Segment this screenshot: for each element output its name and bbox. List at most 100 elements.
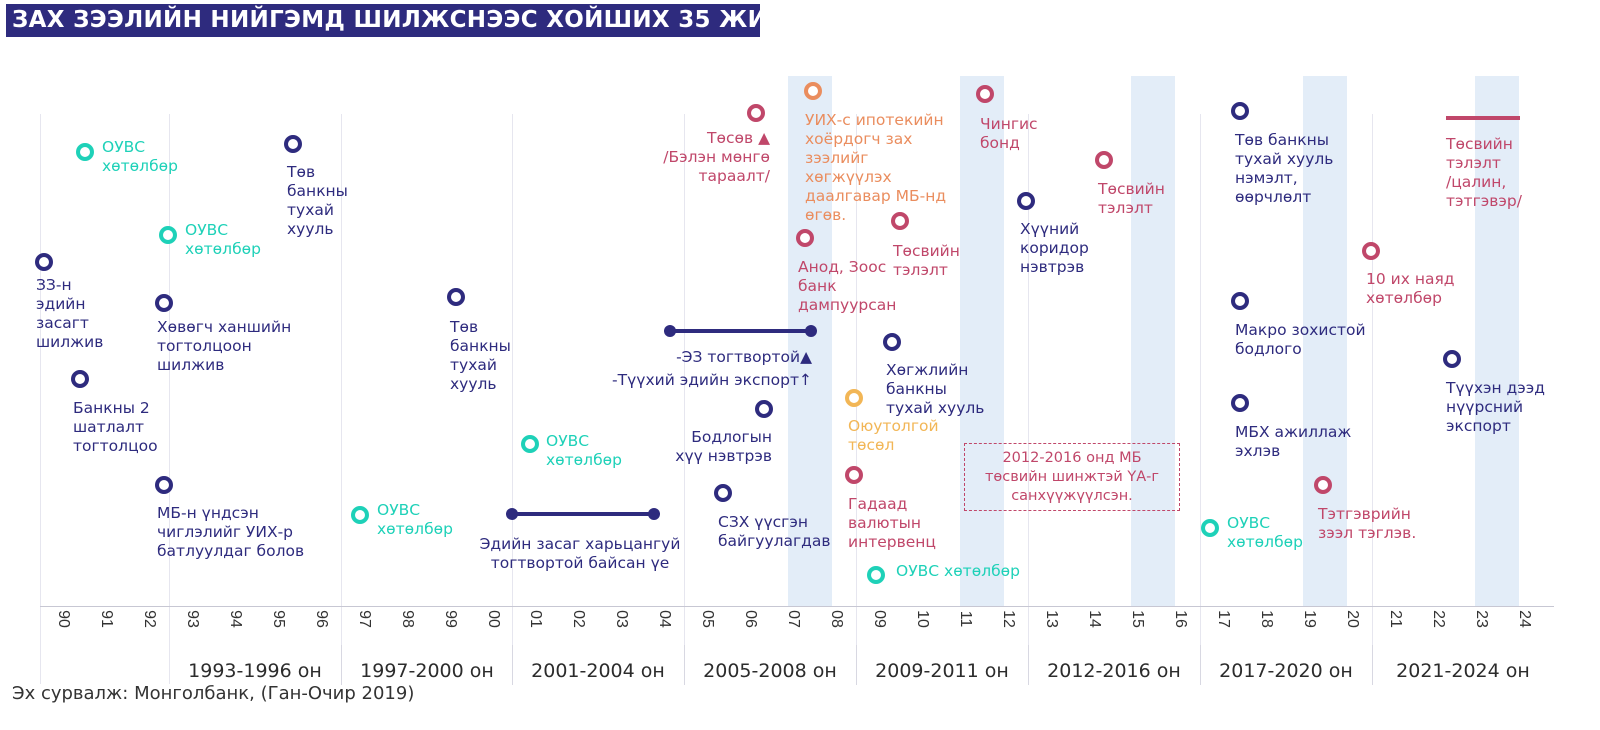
event-marker [521, 435, 539, 453]
event-marker [845, 466, 863, 484]
event-label: Хөвөгч ханшийн тогтолцоон шилжив [157, 318, 292, 374]
event-marker [867, 566, 885, 584]
event-marker [155, 294, 173, 312]
term-divider [341, 645, 342, 685]
event-marker [755, 400, 773, 418]
divider-line [512, 114, 513, 684]
source-note: Эх сурвалж: Монголбанк, (Ган-Очир 2019) [12, 683, 415, 704]
year-tick: 91 [98, 610, 115, 628]
term-label: 2001-2004 он [531, 660, 665, 682]
year-tick: 14 [1086, 610, 1103, 628]
event-label: Гадаад валютын интервенц [848, 495, 936, 551]
event-marker [1017, 192, 1035, 210]
term-divider [1028, 645, 1029, 685]
year-tick: 08 [828, 610, 845, 628]
highlight-band-2015 [1131, 76, 1175, 606]
event-label: ОУВС хөтөлбөр [1227, 514, 1303, 551]
event-label: Төв банкны тухай хууль нэмэлт, өөрчлөлт [1235, 131, 1334, 206]
event-marker [845, 389, 863, 407]
period-bar-end [506, 508, 518, 520]
event-label: ОУВС хөтөлбөр [546, 432, 622, 469]
event-marker [71, 370, 89, 388]
event-marker [155, 476, 173, 494]
year-tick: 95 [270, 610, 287, 628]
event-label: Оюутолгой төсөл [848, 417, 939, 454]
event-marker [796, 229, 814, 247]
term-label: 1993-1996 он [188, 660, 322, 682]
event-marker [76, 143, 94, 161]
event-marker [1362, 242, 1380, 260]
event-label: Бодлогын хүү нэвтрэв [675, 428, 772, 465]
event-label: Төсвийн тэлэлт [893, 242, 960, 279]
year-tick: 17 [1215, 610, 1232, 628]
year-tick: 03 [613, 610, 630, 628]
event-label: Хөгжлийн банкны тухай хууль [886, 361, 985, 417]
term-divider [512, 645, 513, 685]
event-label: МБХ ажиллаж эхлэв [1235, 423, 1352, 460]
event-marker [1231, 394, 1249, 412]
term-label: 2021-2024 он [1396, 660, 1530, 682]
event-label: Төсвийн тэлэлт /цалин, тэтгэвэр/ [1446, 135, 1522, 210]
event-label: Макро зохистой бодлого [1235, 321, 1366, 358]
year-tick: 24 [1516, 610, 1533, 628]
event-marker [447, 288, 465, 306]
event-marker [351, 506, 369, 524]
highlight-band-2007 [788, 76, 832, 606]
year-tick: 06 [742, 610, 759, 628]
year-tick: 97 [356, 610, 373, 628]
divider-line [169, 114, 170, 684]
event-label: Анод, Зоос банк дампуурсан [798, 258, 897, 314]
event-label: Хүүний коридор нэвтрэв [1020, 220, 1089, 276]
year-tick: 22 [1430, 610, 1447, 628]
term-label: 2009-2011 он [875, 660, 1009, 682]
year-tick: 93 [184, 610, 201, 628]
term-label: 1997-2000 он [360, 660, 494, 682]
event-marker [891, 212, 909, 230]
term-divider [856, 645, 857, 685]
period-bar [669, 329, 811, 333]
event-label: Банкны 2 шатлалт тогтолцоо [73, 399, 158, 455]
year-tick: 18 [1258, 610, 1275, 628]
divider-line [1372, 114, 1373, 684]
year-tick: 12 [1000, 610, 1017, 628]
year-tick: 98 [399, 610, 416, 628]
event-marker [714, 484, 732, 502]
event-marker [35, 253, 53, 271]
divider-line [1028, 114, 1029, 684]
period-label: Эдийн засаг харьцангуй тогтвортой байсан… [479, 535, 681, 572]
highlight-band-2011 [960, 76, 1004, 606]
divider-line [1200, 114, 1201, 684]
period-label: -Түүхий эдийн экспорт↑ [612, 371, 812, 389]
event-label: МБ-н үндсэн чиглэлийг УИХ-р батлуулдаг б… [157, 504, 305, 560]
term-divider [684, 645, 685, 685]
year-tick: 21 [1387, 610, 1404, 628]
event-label: Төв банкны тухай хууль [450, 318, 511, 393]
period-bar [511, 512, 654, 516]
period-bar-end [664, 325, 676, 337]
period-label: -ЭЗ тогтвортой▲ [676, 348, 812, 366]
event-label: Төсвийн тэлэлт [1098, 180, 1165, 217]
year-tick: 90 [55, 610, 72, 628]
event-marker [284, 135, 302, 153]
year-tick: 96 [313, 610, 330, 628]
year-tick: 05 [699, 610, 716, 628]
event-marker [1231, 102, 1249, 120]
year-tick: 15 [1129, 610, 1146, 628]
event-marker [159, 226, 177, 244]
event-marker [1314, 476, 1332, 494]
term-label: 2017-2020 он [1219, 660, 1353, 682]
period-bar [1446, 116, 1520, 120]
year-tick: 23 [1473, 610, 1490, 628]
event-label: Төсөв ▲ /Бэлэн мөнгө тараалт/ [663, 129, 770, 185]
year-tick: 94 [227, 610, 244, 628]
event-label: ОУВС хөтөлбөр [102, 138, 178, 175]
term-divider [1200, 645, 1201, 685]
year-tick: 10 [914, 610, 931, 628]
event-label: 10 их наяд хөтөлбөр [1366, 270, 1455, 307]
event-label: СЗХ үүсгэн байгуулагдав [718, 513, 831, 550]
event-marker [1231, 292, 1249, 310]
event-marker [1201, 519, 1219, 537]
timeline-axis [40, 606, 1554, 607]
year-tick: 19 [1301, 610, 1318, 628]
highlight-band-2023 [1475, 76, 1519, 606]
